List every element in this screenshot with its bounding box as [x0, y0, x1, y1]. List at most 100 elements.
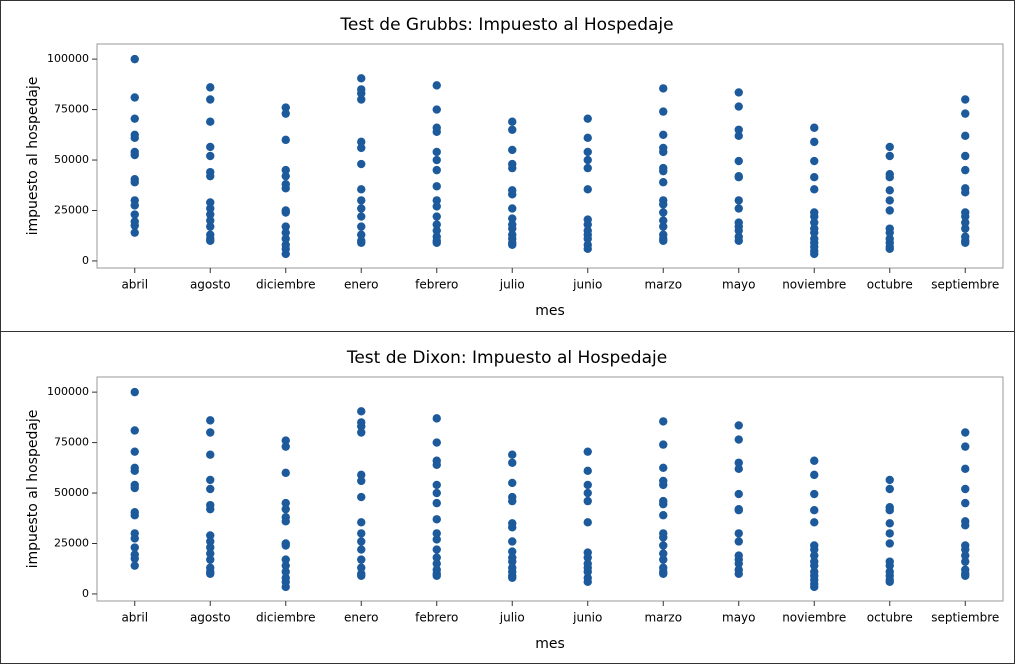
point [206, 216, 215, 225]
point [583, 114, 592, 123]
point [357, 563, 366, 572]
point [281, 249, 290, 259]
point [583, 185, 592, 194]
point [130, 554, 139, 563]
point [130, 387, 139, 397]
point [810, 212, 819, 221]
point [130, 93, 139, 102]
point [432, 529, 441, 538]
point [206, 504, 215, 514]
point [206, 198, 215, 207]
point [281, 468, 290, 478]
point [734, 236, 743, 245]
point [508, 458, 517, 467]
x-tick-label: abril [121, 278, 148, 292]
point [961, 131, 970, 141]
point [432, 553, 441, 562]
point [734, 156, 743, 166]
point [206, 484, 215, 494]
y-tick-label: 50000 [54, 153, 89, 166]
point [357, 89, 366, 98]
point [206, 450, 215, 459]
point [961, 224, 970, 233]
point [961, 571, 970, 580]
point [281, 504, 290, 514]
point [281, 222, 290, 231]
point [432, 127, 441, 136]
point [357, 159, 366, 169]
point [130, 466, 139, 476]
point [885, 244, 894, 254]
point [206, 210, 215, 219]
point [432, 238, 441, 247]
point [130, 54, 139, 64]
point [432, 488, 441, 498]
point [961, 218, 970, 227]
point [659, 549, 668, 558]
point [583, 163, 592, 173]
point [508, 450, 517, 459]
point [961, 484, 970, 494]
point [357, 470, 366, 480]
x-tick-label: octubre [867, 278, 913, 292]
point [810, 172, 819, 182]
point [659, 463, 668, 473]
point [432, 571, 441, 580]
point [583, 496, 592, 506]
point [130, 221, 139, 230]
x-tick-label: febrero [415, 278, 458, 292]
point [508, 496, 517, 506]
point [357, 95, 366, 104]
y-tick-label: 75000 [54, 103, 89, 116]
point [508, 240, 517, 249]
point [432, 105, 441, 114]
point [206, 142, 215, 152]
point [281, 184, 290, 193]
point [885, 529, 894, 538]
point [659, 569, 668, 578]
point [357, 537, 366, 546]
point [810, 185, 819, 194]
point [583, 234, 592, 243]
point [206, 531, 215, 540]
point [734, 489, 743, 499]
point [961, 109, 970, 118]
point [734, 559, 743, 568]
x-tick-label: noviembre [782, 278, 846, 292]
point [206, 428, 215, 437]
point [659, 178, 668, 187]
point [659, 555, 668, 564]
point [357, 529, 366, 538]
x-tick-label: julio [499, 278, 525, 292]
point [130, 210, 139, 219]
point [357, 74, 366, 83]
point [432, 515, 441, 524]
point [432, 165, 441, 175]
point [130, 150, 139, 160]
point [810, 228, 819, 237]
point [961, 521, 970, 530]
point [734, 88, 743, 97]
point [659, 541, 668, 550]
point [130, 447, 139, 456]
x-axis-label: mes [535, 636, 565, 652]
point [734, 421, 743, 430]
point [659, 208, 668, 217]
y-axis-label: impuesto al hospedaje [25, 77, 41, 236]
point [508, 557, 517, 566]
point [432, 438, 441, 447]
point [130, 201, 139, 210]
point [583, 488, 592, 498]
point [583, 577, 592, 587]
point [432, 202, 441, 211]
point [659, 511, 668, 520]
point [206, 569, 215, 578]
point [508, 125, 517, 134]
point [281, 228, 290, 237]
point [432, 182, 441, 191]
point [885, 206, 894, 215]
point [734, 226, 743, 235]
x-tick-label: marzo [644, 611, 682, 625]
point [508, 547, 517, 556]
point [281, 103, 290, 112]
